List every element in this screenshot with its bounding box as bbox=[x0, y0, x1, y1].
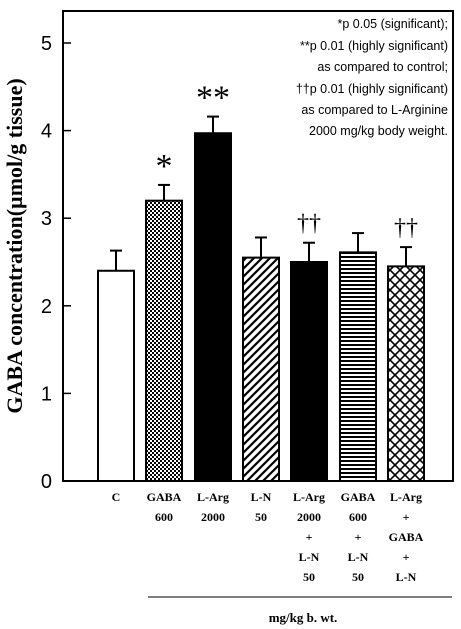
category-label-line: C bbox=[112, 490, 121, 504]
y-tick-label: 0 bbox=[41, 471, 52, 493]
legend-line: ††p 0.01 (highly significant) bbox=[296, 82, 448, 96]
legend-line: as compared to L-Arginine bbox=[301, 103, 448, 117]
category-label-line: 50 bbox=[303, 570, 315, 584]
x-axis-label: mg/kg b. wt. bbox=[269, 610, 338, 625]
category-label-line: GABA bbox=[389, 530, 424, 544]
category-label-line: 600 bbox=[155, 510, 173, 524]
category-label-line: + bbox=[355, 530, 362, 544]
y-axis: 0 1 2 3 4 5 bbox=[41, 33, 71, 493]
category-label-line: L-N bbox=[348, 550, 369, 564]
bar bbox=[242, 256, 280, 482]
y-tick-label: 3 bbox=[41, 208, 52, 230]
significance-marker: * bbox=[156, 148, 173, 185]
bar bbox=[387, 265, 425, 482]
legend-line: **p 0.01 (highly significant) bbox=[300, 39, 448, 53]
legend-line: *p 0.05 (significant); bbox=[338, 17, 448, 31]
category-labels-group: C GABA 600 L-Arg 2000 L-N 50 L-Arg 2000 + L-N 50 GAB… bbox=[112, 490, 424, 584]
category-label-line: L-N bbox=[251, 490, 272, 504]
bar bbox=[290, 261, 328, 482]
category-label-line: GABA bbox=[341, 490, 376, 504]
bar bbox=[194, 132, 232, 482]
category-label-line: L-Arg bbox=[197, 490, 229, 504]
y-tick-label: 2 bbox=[41, 296, 52, 318]
category-label-line: + bbox=[403, 550, 410, 564]
bar bbox=[97, 269, 135, 483]
category-label-line: 600 bbox=[349, 510, 367, 524]
y-tick-label: 1 bbox=[41, 383, 52, 405]
category-label-line: 2000 bbox=[297, 510, 321, 524]
category-label-line: 50 bbox=[352, 570, 364, 584]
bars-group bbox=[97, 132, 425, 483]
significance-marker: †† bbox=[394, 215, 418, 241]
category-label-line: L-Arg bbox=[293, 490, 325, 504]
category-label-line: + bbox=[306, 530, 313, 544]
significance-marker: †† bbox=[297, 211, 321, 237]
y-tick-label: 5 bbox=[41, 33, 52, 55]
category-label-line: L-N bbox=[299, 550, 320, 564]
y-axis-label: GABA concentration(µmol/g tissue) bbox=[2, 78, 27, 413]
legend-line: 2000 mg/kg body weight. bbox=[309, 124, 448, 138]
category-label-line: 2000 bbox=[201, 510, 225, 524]
legend-annotation: *p 0.05 (significant); **p 0.01 (highly s… bbox=[296, 17, 448, 138]
y-tick-label: 4 bbox=[41, 121, 52, 143]
category-label-line: L-Arg bbox=[390, 490, 422, 504]
category-label-line: L-N bbox=[396, 570, 417, 584]
error-bars-group bbox=[110, 115, 412, 271]
significance-marker: ** bbox=[196, 80, 230, 117]
legend-line: as compared to control; bbox=[317, 60, 448, 74]
category-label-line: + bbox=[403, 510, 410, 524]
significance-markers-group: ***†† †† bbox=[156, 80, 419, 242]
category-label-line: 50 bbox=[255, 510, 267, 524]
category-label-line: GABA bbox=[147, 490, 182, 504]
bar bbox=[145, 199, 183, 482]
bar bbox=[339, 251, 377, 482]
